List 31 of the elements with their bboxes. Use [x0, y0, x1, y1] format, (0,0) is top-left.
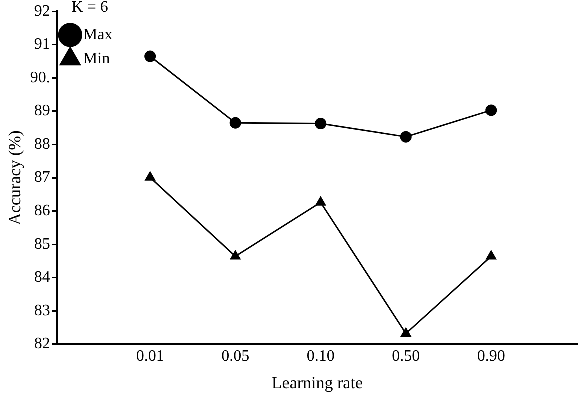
- y-tick-label: 88: [34, 136, 50, 153]
- legend-label: Max: [83, 26, 113, 44]
- legend-label: Min: [83, 50, 110, 68]
- point: [401, 328, 412, 337]
- y-tick-label: 82: [34, 336, 50, 353]
- x-tick-label: 0.10: [306, 348, 335, 366]
- y-tick-label: 83: [34, 302, 50, 320]
- legend-title: K = 6: [72, 0, 108, 16]
- y-tick-label: 84: [34, 269, 50, 286]
- y-tick-label: 91: [34, 36, 50, 54]
- point: [230, 117, 242, 129]
- point: [400, 131, 412, 143]
- y-tick-label: 89: [34, 102, 50, 120]
- x-tick-label: 0.50: [392, 348, 420, 366]
- y-tick-label: 86: [34, 202, 50, 220]
- point: [486, 250, 496, 260]
- y-tick-label: 87: [34, 169, 50, 186]
- y-tick-label: 85: [34, 236, 50, 253]
- x-tick-label: 0.90: [477, 348, 506, 366]
- point: [315, 118, 327, 130]
- point: [144, 50, 156, 62]
- y-axis-title: Accuracy (%): [6, 130, 25, 226]
- point: [316, 196, 326, 206]
- y-tick-label: 92: [34, 2, 50, 20]
- y-tick-label: 90.: [30, 69, 50, 86]
- point: [145, 172, 156, 181]
- point: [486, 104, 498, 116]
- x-tick-label: 0.01: [136, 348, 164, 366]
- x-tick-label: 0.05: [222, 348, 250, 366]
- point: [230, 250, 241, 260]
- x-axis-title: Learning rate: [272, 373, 363, 392]
